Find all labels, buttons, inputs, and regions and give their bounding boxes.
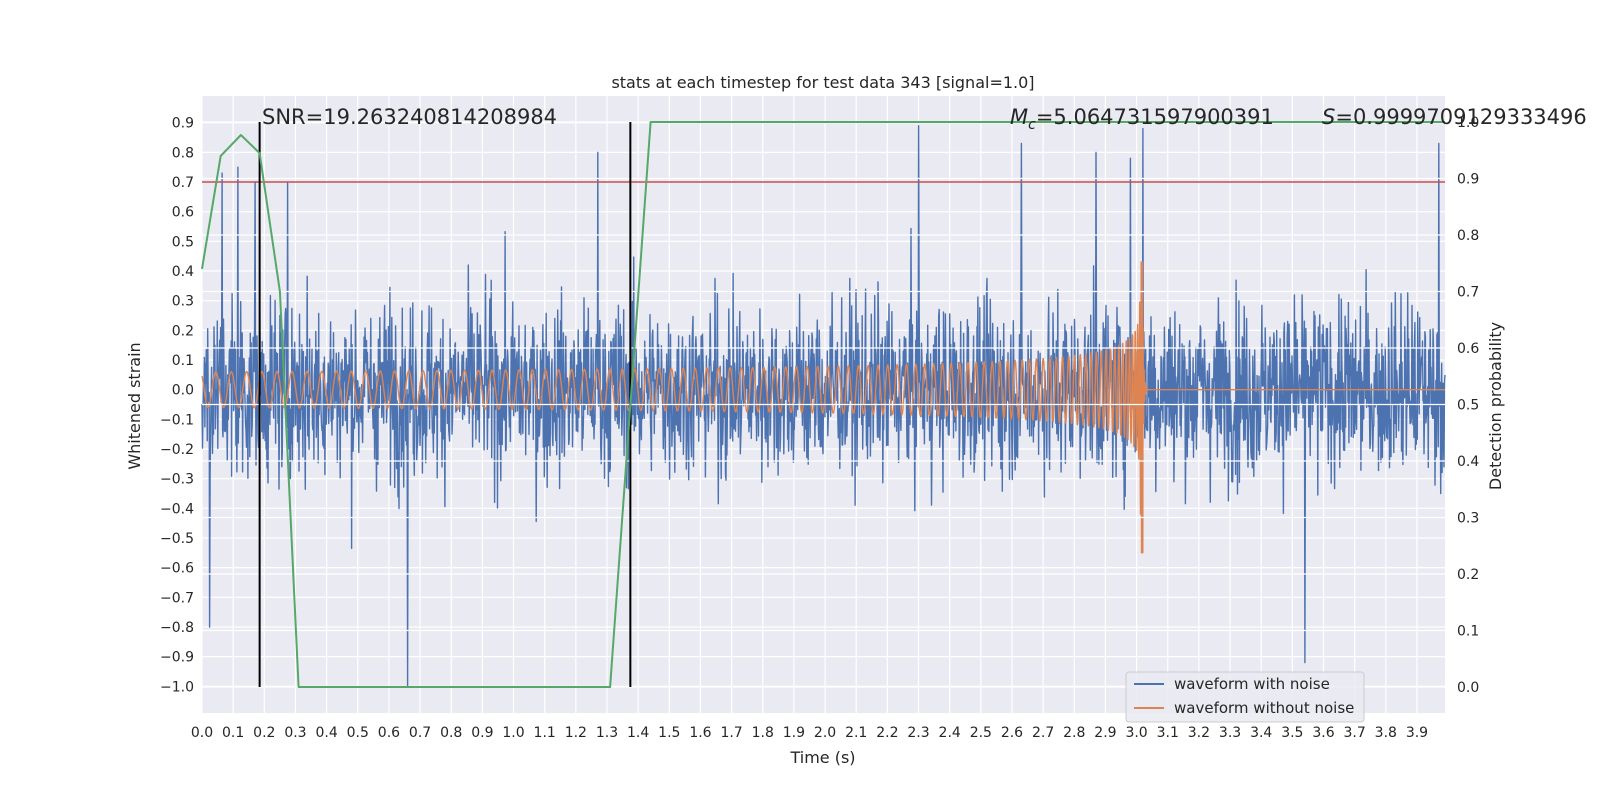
chirp-mass-subscript: c: [1028, 117, 1036, 133]
x-axis-label: Time (s): [789, 748, 855, 767]
chirp-mass-annotation: Mc=5.064731597900391: [1010, 105, 1274, 133]
x-tick-label: 3.4: [1250, 725, 1272, 741]
y2-tick-label: 0.5: [1457, 398, 1479, 414]
legend-box: [1125, 671, 1365, 723]
y-tick-label: −0.5: [160, 531, 194, 547]
y-axis-left: 0.9 0.8 0.7 0.6 0.5 0.4 0.3 0.2 0.1 0.0 −0.1 −0.2 −0…: [160, 116, 194, 696]
y-tick-label: 0.0: [172, 383, 194, 399]
y-tick-label: 0.3: [172, 294, 194, 310]
legend: waveform with noise waveform without noi…: [1125, 671, 1365, 723]
y-tick-label: −0.2: [160, 442, 194, 458]
x-tick-label: 3.3: [1219, 725, 1241, 741]
y-tick-label: 0.5: [172, 234, 194, 250]
x-tick-label: 1.9: [783, 725, 805, 741]
x-tick-label: 0.6: [378, 725, 400, 741]
x-tick-label: 3.7: [1344, 725, 1366, 741]
legend-label-clean: waveform without noise: [1174, 699, 1354, 717]
chirp-mass-symbol: M: [1010, 105, 1028, 129]
x-tick-label: 3.0: [1125, 725, 1147, 741]
x-axis: 0.0 0.1 0.2 0.3 0.4 0.5 0.6 0.7 0.8 0.9 1.0 1.1 1.2 1…: [191, 725, 1428, 741]
y-tick-label: 0.1: [172, 353, 194, 369]
y2-tick-label: 1.0: [1457, 115, 1479, 131]
x-tick-label: 0.8: [440, 725, 462, 741]
x-tick-label: 0.7: [409, 725, 431, 741]
x-tick-label: 3.1: [1157, 725, 1179, 741]
y-tick-label: −0.8: [160, 620, 194, 636]
x-tick-label: 1.0: [502, 725, 524, 741]
y-tick-label: 0.8: [172, 145, 194, 161]
waveform-without-noise-line: [201, 261, 1446, 554]
x-tick-label: 0.5: [347, 725, 369, 741]
x-tick-label: 3.8: [1375, 725, 1397, 741]
y2-tick-label: 0.8: [1457, 228, 1479, 244]
y2-tick-label: 0.9: [1457, 171, 1479, 187]
y-tick-label: 0.6: [172, 205, 194, 221]
chirp-mass-value: =5.064731597900391: [1036, 105, 1274, 129]
legend-label-noisy: waveform with noise: [1174, 675, 1330, 693]
y-tick-label: −0.4: [160, 501, 194, 517]
chart-title: stats at each timestep for test data 343…: [611, 73, 1034, 92]
x-tick-label: 1.5: [658, 725, 680, 741]
x-tick-label: 2.6: [1001, 725, 1023, 741]
x-tick-label: 2.9: [1094, 725, 1116, 741]
x-tick-label: 0.2: [253, 725, 275, 741]
x-tick-label: 2.2: [876, 725, 898, 741]
y-tick-label: 0.2: [172, 323, 194, 339]
x-tick-label: 2.4: [939, 725, 961, 741]
waveform-without-noise-series: [201, 261, 1446, 554]
x-tick-label: 3.9: [1406, 725, 1428, 741]
y-tick-label: 0.4: [172, 264, 194, 280]
y-tick-label: 0.9: [172, 116, 194, 132]
x-tick-label: 0.9: [471, 725, 493, 741]
x-tick-label: 1.8: [752, 725, 774, 741]
waveform-with-noise-series: [201, 124, 1446, 687]
overlays: [201, 121, 1445, 688]
y2-tick-label: 0.6: [1457, 341, 1479, 357]
x-tick-label: 2.8: [1063, 725, 1085, 741]
snr-annotation: SNR=19.263240814208984: [262, 105, 557, 129]
y-tick-label: −0.3: [160, 472, 194, 488]
y2-tick-label: 0.4: [1457, 454, 1479, 470]
y-tick-label: −0.1: [160, 412, 194, 428]
y-tick-label: 0.7: [172, 175, 194, 191]
y-tick-label: −0.6: [160, 561, 194, 577]
x-tick-label: 1.3: [596, 725, 618, 741]
y2-tick-label: 0.2: [1457, 567, 1479, 583]
x-tick-label: 0.1: [222, 725, 244, 741]
x-tick-label: 3.6: [1312, 725, 1334, 741]
detection-probability-line: [201, 121, 1445, 688]
y2-tick-label: 0.7: [1457, 284, 1479, 300]
y2-tick-label: 0.3: [1457, 511, 1479, 527]
y-axis-right: 1.0 0.9 0.8 0.7 0.6 0.5 0.4 0.3 0.2 0.1 0.0: [1457, 115, 1479, 696]
x-tick-label: 1.4: [627, 725, 649, 741]
y2-tick-label: 0.1: [1457, 624, 1479, 640]
x-tick-label: 3.2: [1188, 725, 1210, 741]
x-tick-label: 1.2: [565, 725, 587, 741]
y-tick-label: −1.0: [160, 679, 194, 695]
x-tick-label: 2.3: [907, 725, 929, 741]
waveform-with-noise-line: [201, 124, 1446, 687]
x-tick-label: 1.6: [689, 725, 711, 741]
y2-tick-label: 0.0: [1457, 680, 1479, 696]
x-tick-label: 2.5: [970, 725, 992, 741]
x-tick-label: 2.1: [845, 725, 867, 741]
y-tick-label: −0.9: [160, 650, 194, 666]
x-tick-label: 0.0: [191, 725, 213, 741]
x-tick-label: 2.0: [814, 725, 836, 741]
y-axis-right-label: Detection probability: [1486, 322, 1505, 490]
x-tick-label: 0.3: [284, 725, 306, 741]
x-tick-label: 2.7: [1032, 725, 1054, 741]
score-annotation: S=0.9999709129333496: [1322, 105, 1587, 129]
score-value: =0.9999709129333496: [1335, 105, 1586, 129]
y-tick-label: −0.7: [160, 590, 194, 606]
x-tick-label: 0.4: [315, 725, 337, 741]
score-symbol: S: [1322, 105, 1335, 129]
x-tick-label: 1.7: [720, 725, 742, 741]
x-tick-label: 3.5: [1281, 725, 1303, 741]
x-tick-label: 1.1: [534, 725, 556, 741]
y-axis-label: Whitened strain: [125, 342, 144, 469]
